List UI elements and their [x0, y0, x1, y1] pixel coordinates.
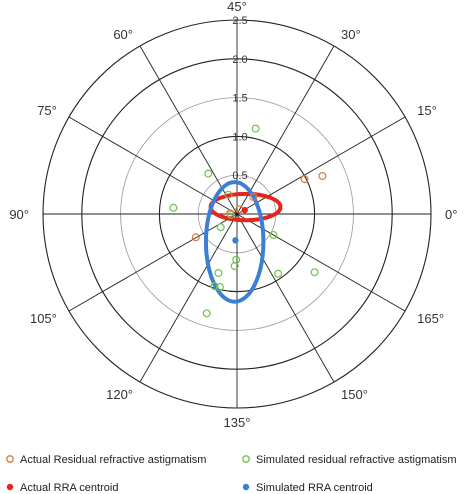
legend-marker-actual-centroid	[6, 483, 14, 491]
grid-spoke	[68, 213, 238, 312]
angle-label-165: 165°	[417, 311, 444, 326]
grid-spoke	[139, 45, 238, 215]
legend-label-actual-rra: Actual Residual refractive astigmatism	[20, 454, 206, 466]
grid-spoke	[139, 213, 238, 383]
legend-label-simulated-rra: Simulated residual refractive astigmatis…	[256, 454, 457, 466]
grid-spoke	[236, 45, 335, 215]
point-simulated-residual-refractive-astigmatism	[214, 268, 223, 277]
point-simulated-residual-refractive-astigmatism	[204, 169, 213, 178]
point-actual-residual-refractive-astigmatism	[318, 171, 327, 180]
angle-label-60: 60°	[113, 27, 133, 42]
polar-grid	[42, 19, 432, 409]
confidence-ellipses	[203, 180, 283, 304]
legend-marker-simulated-rra	[242, 455, 250, 463]
legend-marker-actual-rra	[6, 455, 14, 463]
grid-spoke	[68, 116, 238, 215]
legend-label-simulated-centroid: Simulated RRA centroid	[256, 482, 373, 494]
grid-spoke	[236, 213, 335, 383]
point-simulated-rra-centroid	[232, 237, 239, 244]
angle-label-150: 150°	[341, 387, 368, 402]
point-simulated-residual-refractive-astigmatism	[310, 268, 319, 277]
r-tick-0-5: 0.5	[232, 170, 247, 182]
angle-label-30: 30°	[341, 27, 361, 42]
point-actual-residual-refractive-astigmatism	[191, 233, 200, 242]
ellipse-simulated	[203, 180, 266, 304]
point-simulated-residual-refractive-astigmatism	[230, 261, 239, 270]
legend-label-actual-centroid: Actual RRA centroid	[20, 482, 118, 494]
point-actual-rra-centroid	[241, 206, 248, 214]
angle-label-75: 75°	[37, 103, 57, 118]
r-tick-1-0: 1.0	[232, 131, 247, 143]
point-simulated-residual-refractive-astigmatism	[169, 203, 178, 212]
angle-label-15: 15°	[417, 103, 437, 118]
point-simulated-residual-refractive-astigmatism	[224, 190, 233, 199]
point-simulated-residual-refractive-astigmatism	[210, 282, 219, 291]
angle-label-135: 135°	[224, 415, 251, 430]
grid-spoke	[236, 116, 406, 215]
data-points	[169, 124, 327, 318]
grid-spoke	[236, 213, 406, 312]
angle-label-90: 90°	[9, 207, 29, 222]
r-tick-2-0: 2.0	[232, 54, 247, 66]
angle-label-105: 105°	[30, 311, 57, 326]
legend: Actual Residual refractive astigmatism S…	[6, 454, 457, 494]
angle-label-120: 120°	[106, 387, 133, 402]
point-simulated-residual-refractive-astigmatism	[226, 210, 235, 219]
r-tick-2-5: 2.5	[232, 15, 247, 27]
point-actual-residual-refractive-astigmatism	[300, 175, 309, 184]
angle-label-0: 0°	[445, 207, 457, 222]
point-actual-residual-refractive-astigmatism	[249, 192, 258, 201]
point-simulated-residual-refractive-astigmatism	[269, 230, 278, 239]
point-simulated-residual-refractive-astigmatism	[202, 309, 211, 318]
angle-labels: 0° 15° 30° 45° 60° 75° 90° 105° 120° 135° 150° 165°	[9, 0, 457, 430]
point-simulated-residual-refractive-astigmatism	[215, 282, 224, 291]
point-simulated-residual-refractive-astigmatism	[274, 269, 283, 278]
r-tick-1-5: 1.5	[232, 93, 247, 105]
point-simulated-residual-refractive-astigmatism	[216, 223, 225, 232]
angle-label-45: 45°	[227, 0, 247, 14]
legend-marker-simulated-centroid	[242, 483, 250, 491]
radial-tick-labels: 0.5 1.0 1.5 2.0 2.5	[232, 15, 247, 182]
point-simulated-residual-refractive-astigmatism	[251, 124, 260, 133]
